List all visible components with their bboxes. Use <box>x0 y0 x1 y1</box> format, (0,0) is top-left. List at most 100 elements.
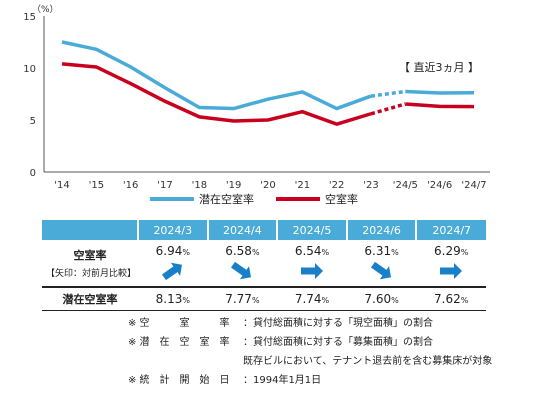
x-tick-labels: '14 '15 '16 '17 '18 '19 '20 '21 '22 '23 '24/5 '24/6… <box>54 180 486 191</box>
arrow-shape <box>231 261 252 280</box>
footnote-key: ※ 統 計 開 始 日 <box>128 375 230 386</box>
vacancy-rate-row: 空室率 【矢印：対前月比較】 6.94% 6.58% 6.54% 6.31% 6… <box>42 240 486 288</box>
footnote-vacancy: ※ 空 室 率 ：貸付総面積に対する「現空面積」の割合 <box>128 314 492 333</box>
vacancy-line-chart: （%） 0 5 10 15 '14 '15 '16 '17 '18 '19 '20 '21 '22 '2… <box>23 4 490 191</box>
x-tick-label: '24/7 <box>461 180 486 191</box>
y-unit-label: （%） <box>32 4 59 15</box>
vacancy-cell: 6.94% <box>138 240 208 288</box>
arrow-shape <box>440 263 463 279</box>
trend-arrow-icon <box>231 261 252 280</box>
arrow-shape <box>300 263 323 279</box>
header-month: 2024/7 <box>415 220 486 240</box>
x-tick-label: '24/6 <box>427 180 452 191</box>
vacancy-value: 6.54 <box>294 244 322 258</box>
x-tick-label: '23 <box>363 180 378 191</box>
legend-label-latent: 潜在空室率 <box>199 193 254 206</box>
vacancy-cell: 6.58% <box>207 240 278 288</box>
trend-arrow-icon <box>440 263 463 279</box>
percent-sign: % <box>321 248 330 257</box>
vacancy-cell: 6.54% <box>277 240 347 288</box>
latent-value: 8.13 <box>155 292 183 306</box>
percent-sign: % <box>460 248 469 257</box>
latent-value: 7.77 <box>225 292 252 306</box>
percent-sign: % <box>321 296 330 305</box>
latent-row-label: 潜在空室率 <box>42 287 138 311</box>
footnote-key: ※ 潜 在 空 室 率 <box>128 337 230 348</box>
footnote-key: ※ 空 室 率 <box>128 318 230 329</box>
x-tick-label: '17 <box>157 180 172 191</box>
trend-arrow-icon <box>300 263 323 279</box>
y-tick-labels: 0 5 10 15 <box>23 12 36 179</box>
vacancy-stats-table: 2024/3 2024/4 2024/5 2024/6 2024/7 空室率 【… <box>42 220 486 311</box>
header-blank-cell <box>42 220 138 240</box>
vacancy-row-label: 空室率 <box>73 249 107 262</box>
recent-3-months-annotation: 【 直近3ヵ月 】 <box>399 61 479 74</box>
header-month: 2024/5 <box>276 220 347 240</box>
percent-sign: % <box>182 296 190 305</box>
footnote-text: 既存ビルにおいて、テナント退去前を含む募集床が対象 <box>243 356 493 367</box>
percent-sign: % <box>251 296 260 305</box>
arrow-shape <box>161 262 182 281</box>
series-line-latent-annual <box>61 40 372 111</box>
legend-item-latent: 潜在空室率 <box>150 191 254 207</box>
percent-sign: % <box>391 248 399 257</box>
trend-arrow-icon <box>370 261 391 280</box>
series-line-latent-bridge <box>370 89 406 98</box>
vacancy-row-label-cell: 空室率 【矢印：対前月比較】 <box>42 240 138 288</box>
trend-arrow-icon <box>161 262 182 281</box>
y-tick-label: 10 <box>23 64 36 75</box>
x-tick-label: '15 <box>89 180 104 191</box>
series-line-vacancy-bridge <box>370 102 406 116</box>
header-month: 2024/4 <box>206 220 278 240</box>
vacancy-value: 6.31 <box>364 244 392 258</box>
series-line-vacancy-recent <box>405 102 475 109</box>
latent-vacancy-row: 潜在空室率 8.13% 7.77% 7.74% 7.60% 7.62% <box>42 287 486 311</box>
vacancy-value: 6.29 <box>434 244 461 258</box>
latent-value: 7.62 <box>434 292 461 306</box>
latent-cell: 7.62% <box>416 287 486 311</box>
series-line-latent-recent <box>405 89 475 95</box>
percent-sign: % <box>460 296 469 305</box>
x-tick-label: '18 <box>192 180 207 191</box>
x-tick-label: '22 <box>329 180 344 191</box>
legend-swatch-vacancy <box>276 197 320 201</box>
latent-value: 7.74 <box>294 292 322 306</box>
vacancy-cell: 6.29% <box>416 240 486 288</box>
percent-sign: % <box>391 296 399 305</box>
footnote-latent: ※ 潜 在 空 室 率 ：貸付総面積に対する「募集面積」の割合 <box>128 333 492 352</box>
latent-value: 7.60 <box>364 292 392 306</box>
vacancy-cell: 6.31% <box>346 240 417 288</box>
x-tick-label: '24/5 <box>393 180 418 191</box>
footnote-text: ：貸付総面積に対する「現空面積」の割合 <box>243 318 433 329</box>
y-tick-label: 15 <box>23 12 36 23</box>
legend-label-vacancy: 空室率 <box>325 193 358 206</box>
y-tick-label: 0 <box>30 168 36 179</box>
arrow-note-label: 【矢印：対前月比較】 <box>46 269 137 279</box>
header-month: 2024/3 <box>137 220 208 240</box>
footnote-text: ：貸付総面積に対する「募集面積」の割合 <box>243 337 433 348</box>
x-tick-label: '20 <box>260 180 275 191</box>
y-tick-label: 5 <box>30 116 36 127</box>
percent-sign: % <box>182 248 190 257</box>
vacancy-value: 6.58 <box>225 244 252 258</box>
footnotes: ※ 空 室 率 ：貸付総面積に対する「現空面積」の割合 ※ 潜 在 空 室 率 ：貸… <box>128 314 492 390</box>
x-tick-label: '21 <box>295 180 310 191</box>
x-tick-label: '14 <box>54 180 69 191</box>
footnote-latent-detail: 既存ビルにおいて、テナント退去前を含む募集床が対象 <box>128 352 492 371</box>
table-header-row: 2024/3 2024/4 2024/5 2024/6 2024/7 <box>42 220 486 240</box>
arrow-shape <box>370 261 391 280</box>
percent-sign: % <box>251 248 260 257</box>
latent-cell: 7.77% <box>207 287 278 311</box>
legend-item-vacancy: 空室率 <box>276 191 358 207</box>
footnote-start-date: ※ 統 計 開 始 日 ：1994年1月1日 <box>128 371 492 390</box>
legend-swatch-latent <box>150 197 194 201</box>
x-tick-label: '16 <box>123 180 138 191</box>
header-month: 2024/6 <box>345 220 417 240</box>
footnote-text: ：1994年1月1日 <box>243 375 322 386</box>
series-line-vacancy-annual <box>61 62 372 126</box>
x-tick-label: '19 <box>226 180 241 191</box>
latent-cell: 7.74% <box>277 287 347 311</box>
series-lines <box>61 40 475 126</box>
latent-cell: 7.60% <box>346 287 417 311</box>
latent-cell: 8.13% <box>138 287 208 311</box>
